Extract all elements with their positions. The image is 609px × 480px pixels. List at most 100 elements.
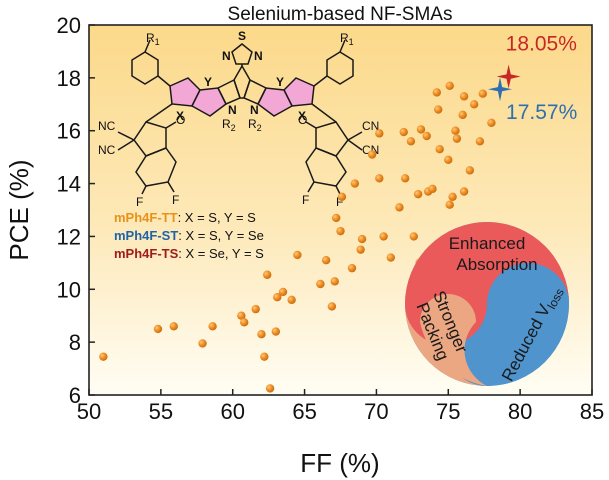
data-point <box>445 200 454 209</box>
y-tick-label: 8 <box>69 330 81 355</box>
data-point <box>347 263 357 273</box>
data-point <box>386 253 395 262</box>
data-point <box>409 232 418 241</box>
data-point <box>336 226 345 236</box>
y-tick-label: 10 <box>57 277 81 302</box>
data-point <box>465 166 475 175</box>
n-left-label: N <box>228 103 237 117</box>
highlight-star-mPh4F-TS <box>496 64 521 89</box>
enhanced-label-2: Absorption <box>456 255 537 274</box>
data-point <box>278 287 288 297</box>
n-top-left-label: N <box>222 49 231 63</box>
variant-legend: mPh4F-TT: X = S, Y = S mPh4F-ST: X = S, … <box>114 210 264 261</box>
data-point <box>356 245 365 254</box>
molecule-atom-labels: R1 R1 S N N Y X Y X N N R2 R2 NC NC CN C… <box>98 29 379 209</box>
x-tick-label: 60 <box>220 399 244 424</box>
data-point <box>367 150 377 159</box>
data-point <box>428 184 437 194</box>
molecule-structure <box>117 39 363 195</box>
data-point <box>487 118 496 127</box>
x-left-label: X <box>176 109 184 123</box>
data-point <box>153 324 163 334</box>
data-point <box>316 279 325 289</box>
f-right-2-label: F <box>336 195 343 209</box>
y-tick-label: 14 <box>57 172 81 197</box>
right-phenyl-bond <box>313 75 328 87</box>
data-point <box>459 92 469 101</box>
left-f-bond-1 <box>141 185 147 195</box>
enhanced-label-1: Enhanced <box>449 234 526 253</box>
data-point <box>350 179 360 188</box>
right-vinyl-bond <box>311 103 337 123</box>
data-point <box>287 295 296 305</box>
y-tick-label: 18 <box>57 66 81 91</box>
s-top-label: S <box>238 29 246 43</box>
left-r1-bond <box>144 39 151 53</box>
left-dicyano-b <box>117 139 135 151</box>
n-right-label: N <box>250 103 259 117</box>
right-f-bond-1 <box>307 181 315 193</box>
data-point <box>357 234 367 244</box>
data-point <box>273 293 282 302</box>
data-point <box>451 126 460 135</box>
data-point <box>399 127 408 137</box>
data-point <box>445 81 454 90</box>
data-point <box>432 88 441 97</box>
data-point <box>434 105 443 114</box>
data-point <box>413 189 423 199</box>
data-point <box>395 203 404 212</box>
pie-segment-reduced-vloss-fill <box>446 236 569 386</box>
x-right-label: X <box>298 109 306 123</box>
data-point <box>475 137 485 146</box>
right-phenyl-ring <box>326 51 354 85</box>
y-tick-label: 12 <box>57 224 81 249</box>
cn-top-right-label: CN <box>362 119 379 133</box>
cn-top-left-label: NC <box>98 119 116 133</box>
core-benzene <box>233 64 251 99</box>
r2-left-label: R2 <box>222 117 236 133</box>
y-tick-label: 16 <box>57 119 81 144</box>
data-point <box>257 330 266 339</box>
x-axis: 50 55 60 65 70 75 80 85 <box>77 389 604 424</box>
y-tick-label: 6 <box>69 383 81 408</box>
data-point <box>208 322 217 331</box>
right-f-bond-2 <box>335 185 341 195</box>
data-point <box>458 110 467 120</box>
highlight-star-mPh4F-ST <box>488 77 512 102</box>
r2-right-label: R2 <box>248 117 262 133</box>
data-point <box>293 250 302 260</box>
data-point <box>265 384 275 393</box>
data-point <box>422 131 431 141</box>
insight-diagram: Enhanced Absorption Stronger Packing Red… <box>405 222 569 386</box>
data-point <box>435 145 444 154</box>
data-point <box>444 155 453 164</box>
data-point <box>99 352 108 361</box>
scatter-points <box>99 81 496 393</box>
left-phenyl-ring <box>131 51 159 85</box>
variant-st: mPh4F-ST: X = S, Y = Se <box>114 228 264 243</box>
data-point <box>375 129 384 138</box>
variant-tt: mPh4F-TT: X = S, Y = S <box>114 210 256 225</box>
left-vinyl-bond <box>145 103 173 123</box>
data-point <box>375 174 384 183</box>
n-top-right-label: N <box>254 49 263 63</box>
data-point <box>321 256 331 265</box>
data-point <box>330 277 339 286</box>
o-left-label: O <box>176 113 185 127</box>
data-point <box>169 322 178 331</box>
data-point <box>416 125 426 134</box>
highlight-value-mPh4F-ST: 17.57% <box>506 101 577 124</box>
y-tick-label: 20 <box>57 13 81 38</box>
data-point <box>260 352 269 361</box>
x-tick-label: 80 <box>508 399 532 424</box>
thiadiazole-ring <box>231 43 253 65</box>
data-point <box>198 339 207 348</box>
data-point <box>337 192 347 201</box>
data-point <box>237 311 246 320</box>
x-tick-label: 75 <box>436 399 460 424</box>
data-point <box>469 100 479 109</box>
x-tick-label: 85 <box>580 399 604 424</box>
data-point <box>327 302 337 311</box>
right-r1-bond <box>339 39 346 53</box>
